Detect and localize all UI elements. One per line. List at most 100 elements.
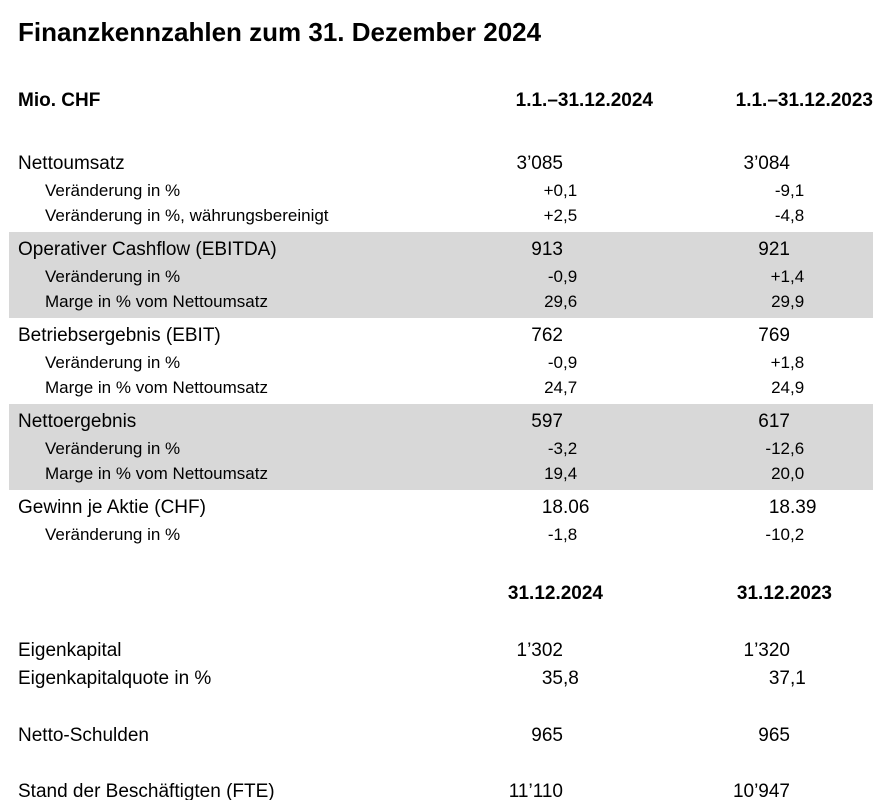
period-header-2023: 1.1.–31.12.2023 (735, 90, 873, 111)
value-integer-part: +0 (543, 181, 563, 200)
value-2023: 1’320 (708, 637, 873, 665)
value-integer-part: 19 (544, 464, 563, 483)
value-integer-part: +1 (770, 353, 790, 372)
row-label: Veränderung in % (45, 353, 181, 372)
value-2024: -0,9 (488, 350, 653, 375)
table-row: Betriebsergebnis (EBIT) 762 769 (9, 322, 873, 350)
value-decimal-part (790, 236, 873, 264)
period-header-row: Mio. CHF 1.1.–31.12.2024 1.1.–31.12.2023 (9, 88, 873, 114)
value-integer-part: 1’302 (516, 640, 564, 661)
value-decimal-part (563, 236, 653, 264)
value-integer-part: 20 (771, 464, 790, 483)
value-2024: +0,1 (488, 178, 653, 203)
date-header-spacer (9, 581, 488, 607)
value-2023: 769 (708, 322, 873, 350)
value-2023: -10,2 (708, 522, 873, 547)
shaded-row-group: Operativer Cashflow (EBITDA) 913 921 Veränd… (9, 232, 873, 318)
value-integer-part: 3’085 (516, 153, 564, 174)
value-2024: 29,6 (488, 289, 653, 314)
value-integer-part: 762 (531, 325, 563, 346)
table-row: Marge in % vom Nettoumsatz 29,6 29,9 (9, 289, 873, 314)
period-header-2024: 1.1.–31.12.2024 (515, 90, 653, 111)
value-2024: 19,4 (488, 461, 653, 486)
table-row: Marge in % vom Nettoumsatz 19,4 20,0 (9, 461, 873, 486)
table-row: Veränderung in % -0,9 +1,8 (9, 350, 873, 375)
value-decimal-part (563, 637, 653, 665)
value-2024: 35,8 (488, 665, 653, 693)
value-integer-part: 769 (758, 325, 790, 346)
value-2024: 18.06 (488, 494, 653, 522)
table-row: Veränderung in % -0,9 +1,4 (9, 264, 873, 289)
value-integer-part: 11’110 (508, 781, 563, 800)
value-decimal-part: ,8 (790, 206, 805, 225)
value-integer-part: 35 (541, 668, 563, 689)
row-group: Stand der Beschäftigten (FTE) 11’110 10’94… (9, 774, 873, 800)
date-header-2024: 31.12.2024 (507, 583, 603, 604)
value-integer-part: 3’084 (743, 153, 791, 174)
row-label: Veränderung in % (45, 267, 181, 286)
value-integer-part: -12 (765, 439, 790, 458)
table-row: Netto-Schulden 965 965 (9, 722, 873, 750)
value-decimal-part (563, 408, 653, 436)
value-integer-part: 29 (544, 292, 563, 311)
value-2023: 18.39 (708, 494, 873, 522)
value-integer-part: 921 (758, 239, 790, 260)
value-2024: 762 (488, 322, 653, 350)
value-decimal-part (790, 722, 873, 750)
value-integer-part: 965 (758, 725, 790, 746)
table-row: Gewinn je Aktie (CHF) 18.06 18.39 (9, 494, 873, 522)
value-2023: -4,8 (708, 203, 873, 228)
value-decimal-part: ,9 (790, 292, 805, 311)
row-label: Eigenkapital (18, 640, 122, 661)
value-2024: 11’110 (488, 778, 653, 800)
value-2024: -0,9 (488, 264, 653, 289)
row-group: Betriebsergebnis (EBIT) 762 769 Veränderung… (9, 318, 873, 404)
table-row: Veränderung in % +0,1 -9,1 (9, 178, 873, 203)
value-2023: 37,1 (708, 665, 873, 693)
value-2023: 921 (708, 236, 873, 264)
table-row: Eigenkapital 1’302 1’320 (9, 637, 873, 665)
value-decimal-part: ,2 (790, 525, 805, 544)
value-2023: 24,9 (708, 375, 873, 400)
value-decimal-part: ,9 (563, 267, 578, 286)
value-decimal-part (790, 150, 873, 178)
value-integer-part: 24 (544, 378, 563, 397)
value-2023: 29,9 (708, 289, 873, 314)
value-decimal-part: ,5 (563, 206, 578, 225)
value-integer-part: -0 (547, 353, 563, 372)
value-integer-part: -10 (765, 525, 790, 544)
value-integer-part: 10’947 (732, 781, 790, 800)
row-label: Nettoumsatz (18, 153, 125, 174)
value-2023: 617 (708, 408, 873, 436)
value-2023: 20,0 (708, 461, 873, 486)
value-2024: 24,7 (488, 375, 653, 400)
value-decimal-part (563, 778, 653, 800)
table-row: Marge in % vom Nettoumsatz 24,7 24,9 (9, 375, 873, 400)
value-2023: 10’947 (708, 778, 873, 800)
row-label: Betriebsergebnis (EBIT) (18, 325, 221, 346)
value-2024: 597 (488, 408, 653, 436)
value-integer-part: 29 (771, 292, 790, 311)
balance-figures-table: Eigenkapital 1’302 1’320 Eigenkapitalquote … (9, 633, 873, 800)
value-integer-part: 24 (771, 378, 790, 397)
value-2024: 965 (488, 722, 653, 750)
table-row: Nettoumsatz 3’085 3’084 (9, 150, 873, 178)
value-decimal-part: ,6 (563, 292, 578, 311)
value-2024: +2,5 (488, 203, 653, 228)
value-decimal-part (790, 408, 873, 436)
row-group: Netto-Schulden 965 965 (9, 718, 873, 754)
date-header-row: 31.12.2024 31.12.2023 (9, 581, 873, 607)
shaded-row-group: Nettoergebnis 597 617 Veränderung in % -3,2-… (9, 404, 873, 490)
row-label: Stand der Beschäftigten (FTE) (18, 781, 275, 800)
table-row: Eigenkapitalquote in % 35,8 37,1 (9, 665, 873, 693)
table-row: Stand der Beschäftigten (FTE) 11’110 10’94… (9, 778, 873, 800)
row-label: Nettoergebnis (18, 411, 137, 432)
value-decimal-part: ,8 (563, 668, 579, 689)
value-decimal-part (563, 722, 653, 750)
date-header-2023: 31.12.2023 (736, 583, 832, 604)
value-decimal-part (790, 322, 873, 350)
row-label: Marge in % vom Nettoumsatz (45, 378, 268, 397)
row-label: Netto-Schulden (18, 725, 149, 746)
value-decimal-part: ,0 (790, 464, 805, 483)
